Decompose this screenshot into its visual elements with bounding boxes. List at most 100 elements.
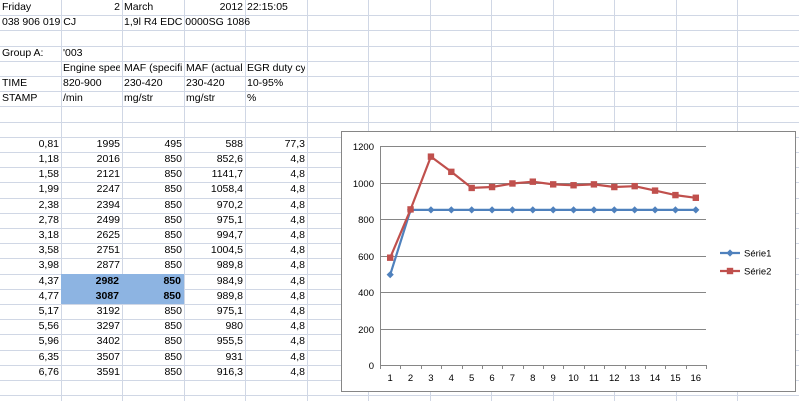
table-cell[interactable]: 850	[164, 153, 182, 165]
table-cell[interactable]: 850	[164, 244, 182, 256]
table-cell[interactable]: 970,2	[216, 199, 243, 211]
table-cell[interactable]: 3,18	[38, 229, 59, 241]
engine-cell[interactable]: 1,9l R4 EDC 0000SG 1086	[124, 16, 251, 28]
table-cell[interactable]: 5,56	[38, 320, 59, 332]
table-cell[interactable]: 3297	[96, 320, 120, 332]
table-cell[interactable]: 850	[122, 289, 184, 304]
range-cell[interactable]: 230-420	[124, 77, 163, 89]
column-header-cell[interactable]: MAF (actual)	[186, 62, 243, 74]
table-cell[interactable]: 4,8	[290, 290, 305, 302]
group-label-cell[interactable]: Group A:	[2, 47, 44, 59]
column-header-cell[interactable]: Engine speed	[63, 62, 120, 74]
column-header-cell[interactable]: MAF (specified)	[124, 62, 182, 74]
table-cell[interactable]: 980	[225, 320, 243, 332]
table-cell[interactable]: 6,76	[38, 366, 59, 378]
table-cell[interactable]: 4,8	[290, 305, 305, 317]
table-cell[interactable]: 2,38	[38, 199, 59, 211]
table-cell[interactable]: 2121	[96, 168, 120, 180]
table-cell[interactable]: 1,58	[38, 168, 59, 180]
table-cell[interactable]: 916,3	[216, 366, 243, 378]
table-cell[interactable]: 1,18	[38, 153, 59, 165]
table-cell[interactable]: 850	[164, 168, 182, 180]
table-cell[interactable]: 2,78	[38, 214, 59, 226]
part-number-cell[interactable]: 038 906 019 CJ	[2, 16, 77, 28]
table-cell[interactable]: 4,8	[290, 229, 305, 241]
range-cell[interactable]: 10-95%	[247, 77, 284, 89]
unit-cell[interactable]: mg/str	[186, 92, 216, 104]
table-cell[interactable]: 4,8	[290, 335, 305, 347]
table-cell[interactable]: 850	[164, 259, 182, 271]
table-cell[interactable]: 4,8	[290, 199, 305, 211]
unit-cell[interactable]: %	[247, 92, 257, 104]
table-cell[interactable]: 6,35	[38, 351, 59, 363]
table-cell[interactable]: 2877	[96, 259, 120, 271]
table-cell[interactable]: 4,8	[290, 259, 305, 271]
table-cell[interactable]: 5,96	[38, 335, 59, 347]
table-cell[interactable]: 850	[122, 274, 184, 289]
table-cell[interactable]: 1141,7	[211, 168, 243, 180]
table-cell[interactable]: 2247	[96, 183, 120, 195]
table-cell[interactable]: 4,8	[290, 244, 305, 256]
range-cell[interactable]: 230-420	[186, 77, 225, 89]
table-cell[interactable]: 2751	[96, 244, 120, 256]
table-cell[interactable]: 2016	[96, 153, 120, 165]
table-cell[interactable]: 850	[164, 199, 182, 211]
table-cell[interactable]: 3087	[61, 289, 122, 304]
table-cell[interactable]: 850	[164, 335, 182, 347]
table-cell[interactable]: 931	[225, 351, 243, 363]
table-cell[interactable]: 5,17	[38, 305, 59, 317]
unit-cell[interactable]: /min	[63, 92, 83, 104]
table-cell[interactable]: 588	[225, 138, 243, 150]
column-header-cell[interactable]: EGR duty cycle	[247, 62, 305, 74]
table-cell[interactable]: 2499	[96, 214, 120, 226]
table-cell[interactable]: 4,8	[290, 153, 305, 165]
table-cell[interactable]: 4,8	[290, 275, 305, 287]
time-label-cell[interactable]: TIME	[2, 77, 28, 89]
table-cell[interactable]: 495	[164, 138, 182, 150]
table-cell[interactable]: 989,8	[216, 290, 243, 302]
table-cell[interactable]: 850	[164, 229, 182, 241]
table-cell[interactable]: 850	[164, 214, 182, 226]
table-cell[interactable]: 994,7	[216, 229, 243, 241]
table-cell[interactable]: 1,99	[38, 183, 59, 195]
table-cell[interactable]: 4,37	[38, 275, 59, 287]
table-cell[interactable]: 77,3	[284, 138, 305, 150]
table-cell[interactable]: 850	[164, 351, 182, 363]
table-cell[interactable]: 2982	[61, 274, 122, 289]
table-cell[interactable]: 852,6	[216, 153, 243, 165]
table-cell[interactable]: 4,77	[38, 290, 59, 302]
table-cell[interactable]: 975,1	[216, 305, 243, 317]
table-cell[interactable]: 3507	[96, 351, 120, 363]
date-day-cell[interactable]: 2	[114, 1, 120, 13]
table-cell[interactable]: 4,8	[290, 320, 305, 332]
table-cell[interactable]: 4,8	[290, 214, 305, 226]
table-cell[interactable]: 3,58	[38, 244, 59, 256]
table-cell[interactable]: 3591	[96, 366, 120, 378]
table-cell[interactable]: 3402	[96, 335, 120, 347]
table-cell[interactable]: 850	[164, 305, 182, 317]
table-cell[interactable]: 984,9	[216, 275, 243, 287]
table-cell[interactable]: 2625	[96, 229, 120, 241]
table-cell[interactable]: 850	[164, 183, 182, 195]
unit-cell[interactable]: mg/str	[124, 92, 154, 104]
table-cell[interactable]: 850	[164, 366, 182, 378]
table-cell[interactable]: 1058,4	[210, 183, 243, 195]
year-cell[interactable]: 2012	[219, 1, 243, 13]
table-cell[interactable]: 3,98	[38, 259, 59, 271]
table-cell[interactable]: 850	[164, 320, 182, 332]
table-cell[interactable]: 2394	[96, 199, 120, 211]
month-cell[interactable]: March	[124, 1, 154, 13]
line-chart[interactable]: 0 200 400 600 800 1000 1200 1 2 3 4 5 6 7 8 9 10 11 12 13 14…	[341, 131, 796, 392]
table-cell[interactable]: 1004,5	[210, 244, 243, 256]
table-cell[interactable]: 989,8	[216, 259, 243, 271]
range-cell[interactable]: 820-900	[63, 77, 102, 89]
table-cell[interactable]: 4,8	[290, 168, 305, 180]
table-cell[interactable]: 4,8	[290, 366, 305, 378]
table-cell[interactable]: 955,5	[216, 335, 243, 347]
group-value-cell[interactable]: '003	[63, 47, 83, 59]
table-cell[interactable]: 4,8	[290, 183, 305, 195]
day-cell[interactable]: Friday	[2, 1, 32, 13]
table-cell[interactable]: 975,1	[216, 214, 243, 226]
table-cell[interactable]: 1995	[96, 138, 120, 150]
table-cell[interactable]: 4,8	[290, 351, 305, 363]
